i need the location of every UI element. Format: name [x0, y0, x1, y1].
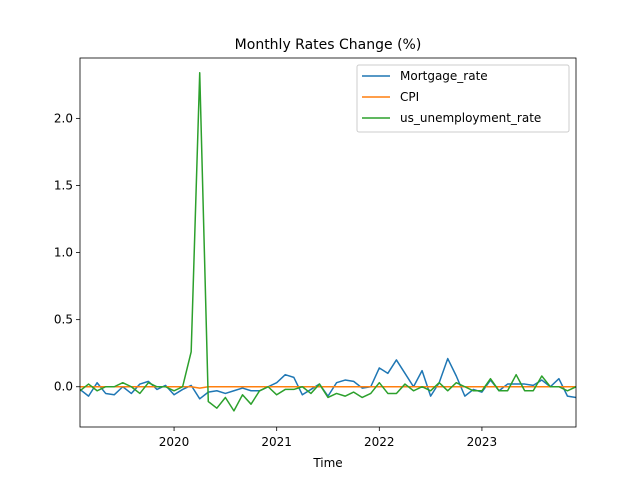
y-tick-label: 1.0: [54, 246, 73, 260]
legend-label-1: CPI: [400, 90, 419, 104]
plot-frame: [79, 57, 577, 428]
y-tick-label: 1.5: [54, 178, 73, 192]
legend-box: [356, 64, 570, 133]
y-tick-label: 0.5: [54, 313, 73, 327]
legend-label-2: us_unemployment_rate: [400, 111, 541, 125]
legend: Mortgage_rate CPI us_unemployment_rate: [356, 64, 570, 133]
y-tick-label: 0.0: [54, 380, 73, 394]
x-tick-label: 2020: [159, 435, 190, 449]
chart-title: Monthly Rates Change (%): [235, 37, 422, 53]
legend-label-0: Mortgage_rate: [400, 69, 488, 83]
y-tick-label: 2.0: [54, 111, 73, 125]
series-line-2: [80, 72, 576, 412]
x-axis: 2020 2021 2022 2023: [159, 427, 497, 449]
series-group: [80, 72, 576, 412]
x-tick-label: 2023: [467, 435, 498, 449]
x-tick-label: 2022: [364, 435, 395, 449]
x-axis-label: Time: [312, 456, 342, 470]
y-axis: 0.0 0.5 1.0 1.5 2.0: [54, 111, 80, 394]
x-tick-label: 2021: [261, 435, 292, 449]
